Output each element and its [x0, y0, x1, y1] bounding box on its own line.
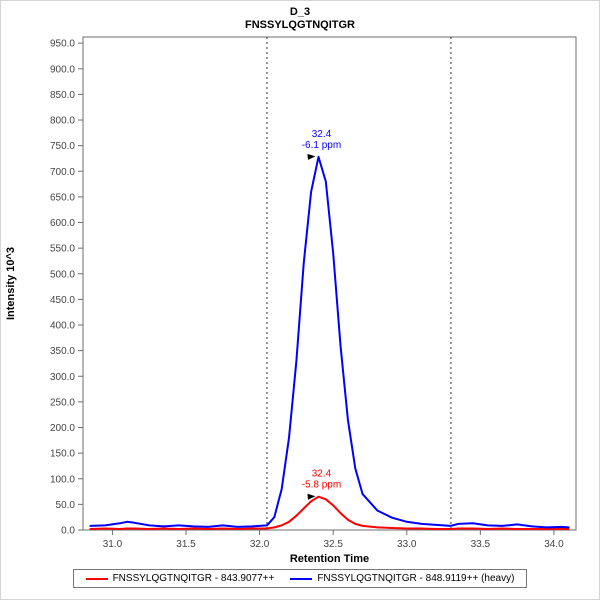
y-tick-label: 500.0: [50, 269, 75, 280]
x-tick-label: 31.5: [176, 539, 196, 550]
y-tick-label: 250.0: [50, 397, 75, 408]
x-tick-label: 32.5: [323, 539, 343, 550]
x-tick-label: 34.0: [544, 539, 564, 550]
y-tick-label: 800.0: [50, 116, 75, 127]
peak-arrow-icon: [307, 153, 316, 160]
y-tick-label: 650.0: [50, 192, 75, 203]
y-tick-label: 950.0: [50, 39, 75, 50]
y-tick-label: 450.0: [50, 295, 75, 306]
legend: FNSSYLQGTNQITGR - 843.9077++ FNSSYLQGTNQ…: [1, 569, 599, 588]
x-axis-label: Retention Time: [290, 553, 369, 565]
peak-annotation-ppm: -5.8 ppm: [302, 480, 341, 491]
plot-border: [82, 36, 577, 531]
y-tick-label: 0.0: [61, 526, 75, 537]
y-tick-label: 600.0: [50, 218, 75, 229]
y-tick-label: 200.0: [50, 423, 75, 434]
y-tick-label: 700.0: [50, 167, 75, 178]
y-tick-label: 400.0: [50, 321, 75, 332]
legend-box: FNSSYLQGTNQITGR - 843.9077++ FNSSYLQGTNQ…: [72, 569, 528, 588]
series-line-heavy: [89, 155, 570, 529]
peak-arrow-icon: [307, 493, 316, 500]
legend-item-light: FNSSYLQGTNQITGR - 843.9077++: [85, 573, 275, 584]
x-tick-label: 31.0: [103, 539, 123, 550]
y-axis-label: Intensity 10^3: [5, 247, 17, 320]
y-tick-label: 550.0: [50, 244, 75, 255]
y-tick-label: 750.0: [50, 141, 75, 152]
y-tick-label: 150.0: [50, 449, 75, 460]
y-tick-label: 350.0: [50, 346, 75, 357]
chart-subtitle: FNSSYLQGTNQITGR: [245, 19, 355, 31]
chromatogram-plot[interactable]: 0.0 50.0 100.0 150.0 200.0 250.0 300.0 350.0 400…: [1, 32, 600, 567]
series-line-light: [89, 495, 570, 530]
legend-label-heavy: FNSSYLQGTNQITGR - 848.9119++ (heavy): [317, 573, 515, 584]
peak-annotation-rt: 32.4: [312, 129, 332, 140]
y-tick-label: 300.0: [50, 372, 75, 383]
peak-annotation-rt: 32.4: [312, 469, 332, 480]
y-tick-label: 850.0: [50, 90, 75, 101]
chart-title: D_3: [289, 6, 311, 18]
x-tick-label: 33.0: [397, 539, 417, 550]
y-tick-label: 100.0: [50, 474, 75, 485]
x-tick-label: 33.5: [471, 539, 491, 550]
y-tick-label: 900.0: [50, 64, 75, 75]
red-line-swatch: [85, 577, 108, 580]
peak-annotation-ppm: -6.1 ppm: [302, 140, 341, 151]
chart-header: D_3 FNSSYLQGTNQITGR: [1, 1, 599, 32]
x-tick-label: 32.0: [250, 539, 270, 550]
y-tick-label: 50.0: [56, 500, 76, 511]
legend-label-light: FNSSYLQGTNQITGR - 843.9077++: [112, 573, 275, 584]
legend-item-heavy: FNSSYLQGTNQITGR - 848.9119++ (heavy): [290, 573, 514, 584]
blue-line-swatch: [290, 577, 313, 580]
